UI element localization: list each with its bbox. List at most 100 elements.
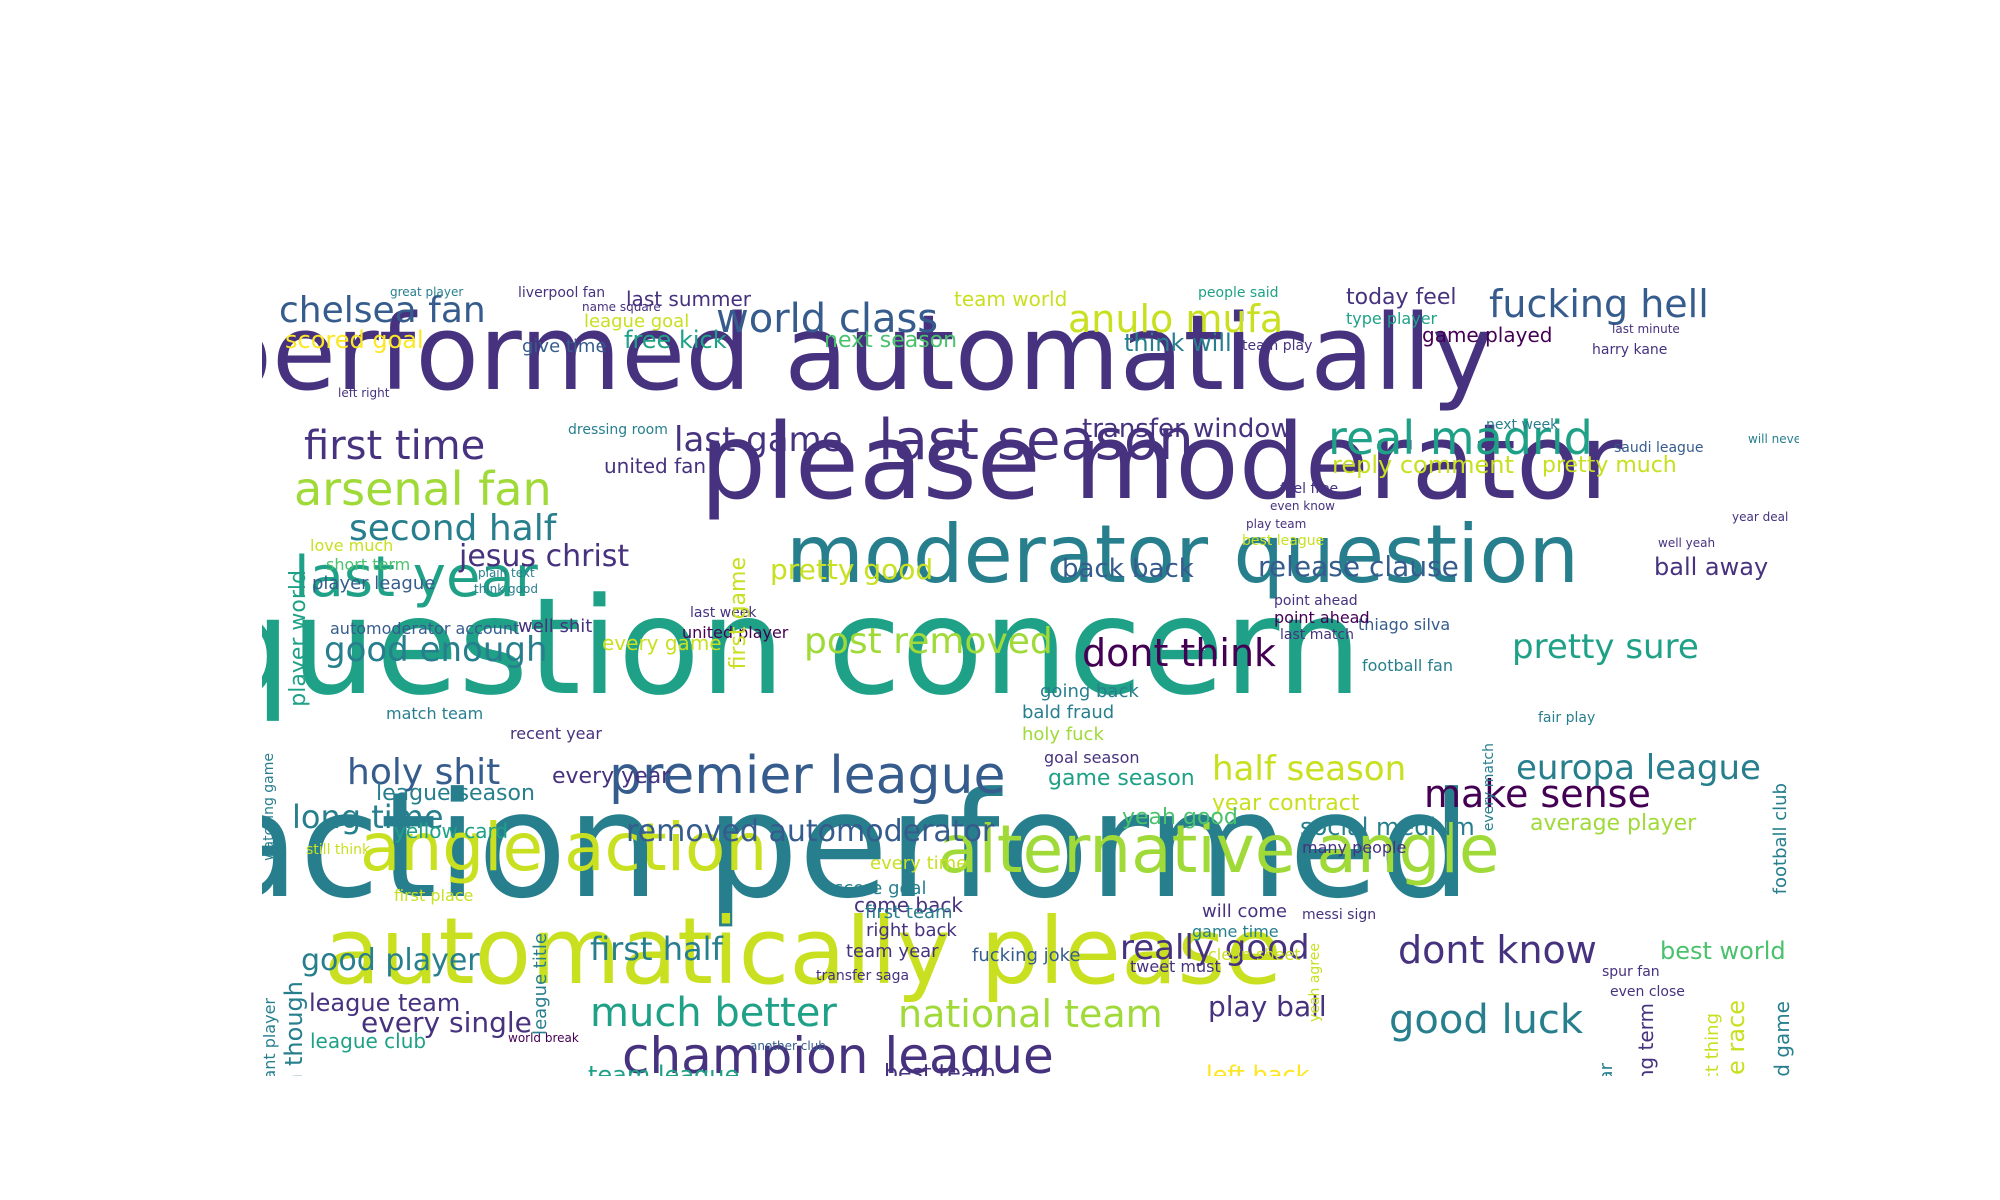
word-play-ball: play ball (1208, 990, 1327, 1023)
word-fair-play: fair play (1538, 710, 1596, 726)
word-free-kick: free kick (624, 326, 727, 354)
word-goal-season: goal season (1044, 748, 1140, 767)
word-left-right: left right (338, 386, 390, 400)
word-league-title: league title (530, 933, 551, 1035)
word-team-world: team world (954, 287, 1068, 311)
word-please-moderator: please moderator (700, 401, 1623, 523)
word-automatically-please: automatically please (324, 898, 1282, 1005)
word-every-game: every game (602, 631, 722, 655)
word-point-ahead-2: point ahead (1274, 593, 1358, 609)
word-pretty-sure: pretty sure (1512, 627, 1699, 667)
word-left-back: left back (1206, 1061, 1310, 1076)
word-release-clause: release clause (1258, 550, 1459, 583)
word-second-half: second half (349, 508, 557, 549)
word-last-minute: last minute (1612, 322, 1680, 336)
word-point-ahead: point ahead (1274, 608, 1370, 627)
word-play-team: play team (1246, 517, 1307, 531)
word-every-match: every match (1481, 743, 1497, 832)
word-many-people: many people (1302, 838, 1407, 857)
word-last-year: last year (294, 545, 538, 610)
word-world-class: world class (716, 296, 939, 342)
word-half-season: half season (1212, 749, 1407, 789)
word-will-come: will come (1202, 901, 1287, 922)
word-performed-automatically: performed automatically (262, 292, 1494, 414)
word-people-said: people said (1198, 285, 1279, 301)
word-angle-action: angle action (360, 809, 768, 886)
word-first-time: first time (304, 423, 486, 469)
word-long-term: long term (1634, 1003, 1658, 1076)
word-come-back: come back (854, 893, 963, 917)
word-next-year: next year (1596, 1063, 1617, 1076)
word-clean-sheet: clean sheet (1208, 945, 1301, 964)
word-important-player: important player (262, 998, 279, 1076)
word-holy-shit: holy shit (347, 752, 501, 793)
word-make-sense: make sense (1424, 772, 1651, 816)
word-last-season: last season (878, 408, 1194, 473)
word-best-world: best world (1660, 937, 1786, 965)
word-europa-league: europa league (1516, 748, 1761, 788)
word-football-fan: football fan (1362, 656, 1453, 675)
word-anulo-mufa: anulo mufa (1068, 297, 1284, 341)
word-first-place: first place (394, 886, 474, 905)
word-every-single: every single (361, 1006, 532, 1039)
word-premier-league: premier league (609, 746, 1006, 806)
word-saudi-league: saudi league (1614, 440, 1704, 456)
word-cloud: action performed question concern perfor… (262, 143, 1799, 1076)
word-first-team: first team (865, 902, 953, 923)
word-last-match: last match (1280, 627, 1354, 643)
word-football-club: football club (1770, 783, 1791, 895)
word-league-season: league season (376, 781, 535, 806)
word-holy-fuck: holy fuck (1022, 724, 1104, 745)
word-will-never: will never (1748, 432, 1799, 446)
word-fucking-hell: fucking hell (1489, 282, 1709, 326)
word-last-game: last game (674, 420, 843, 460)
word-alternative-angle: alternative angle (938, 811, 1500, 888)
word-yeah-good: yeah good (1122, 805, 1238, 830)
word-good-enough: good enough (324, 630, 548, 670)
word-scored-goal: scored goal (285, 326, 424, 354)
word-even-close: even close (1610, 984, 1685, 1000)
word-social-medium: social medium (1300, 813, 1475, 841)
word-spur-fan: spur fan (1602, 964, 1660, 980)
word-long-time: long time (292, 798, 444, 836)
word-recent-year: recent year (510, 724, 602, 743)
word-good-luck: good luck (1389, 997, 1584, 1043)
word-team-play: team play (1242, 338, 1313, 354)
word-love-much: love much (310, 536, 394, 555)
word-title-race: title race (1722, 1000, 1750, 1076)
word-removed-automoderator: removed automoderator (626, 814, 995, 849)
word-transfer-saga: transfer saga (816, 968, 910, 984)
word-first-half: first half (590, 930, 723, 968)
word-best-league: best league (1242, 533, 1325, 549)
word-good-game: good game (1770, 1001, 1794, 1076)
word-dont-think: dont think (1082, 631, 1277, 675)
word-post-removed: post removed (804, 621, 1053, 662)
word-national-team: national team (898, 992, 1163, 1036)
word-liverpool-fan: liverpool fan (518, 285, 606, 301)
word-moderator-question: moderator question (786, 508, 1580, 601)
word-action-performed: action performed (262, 761, 1472, 931)
word-short-term: short term (326, 555, 411, 574)
word-game-time: game time (1192, 922, 1279, 941)
word-good-player: good player (301, 943, 480, 978)
word-fucking-joke: fucking joke (972, 945, 1081, 966)
word-best-team: best team (884, 1061, 996, 1077)
word-year-contract: year contract (1212, 791, 1360, 816)
word-great-player: great player (390, 285, 464, 299)
word-back-back: back back (1062, 554, 1194, 584)
word-jesus-christ: jesus christ (459, 539, 630, 574)
word-type-player: type player (1346, 309, 1438, 328)
word-today-feel: today feel (1346, 285, 1457, 310)
word-transfer-window: transfer window (1082, 414, 1292, 444)
word-messi-sign: messi sign (1302, 907, 1377, 923)
word-every-year: every year (552, 764, 671, 789)
word-think-will: think will (1124, 329, 1232, 357)
word-dressing-room: dressing room (568, 422, 668, 438)
word-pretty-good: pretty good (770, 553, 934, 586)
word-next-week: next week (1486, 417, 1559, 433)
word-name-square: name square (582, 300, 661, 314)
word-give-time: give time (522, 336, 607, 357)
word-even-know: even know (1270, 499, 1335, 513)
word-next-season: next season (824, 328, 958, 353)
word-chelsea-fan: chelsea fan (279, 290, 486, 331)
